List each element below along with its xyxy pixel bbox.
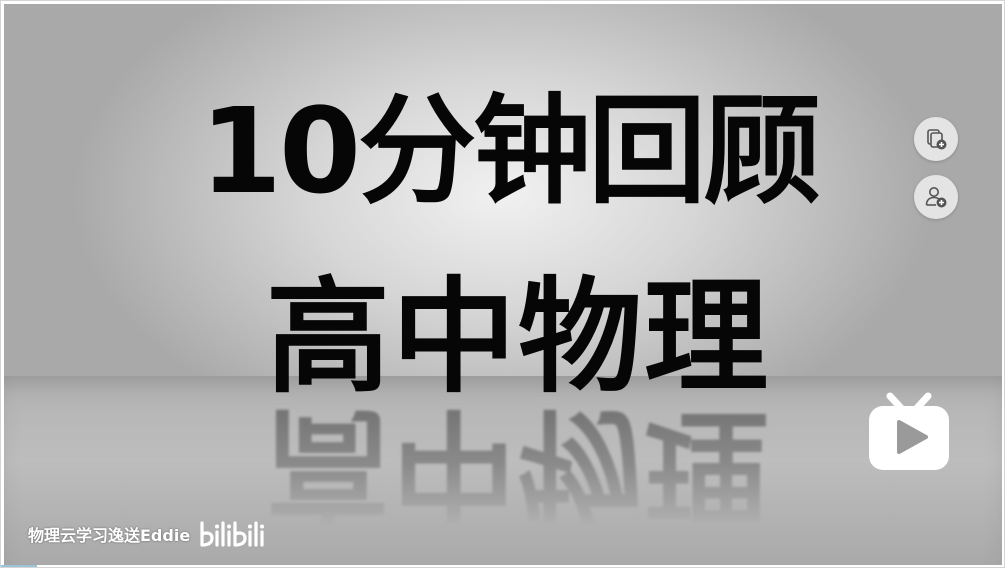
video-title-line-1: 10分钟回顾 <box>199 82 821 220</box>
uploader-name: 物理云学习逸送Eddie <box>28 526 191 545</box>
video-title-line-2: 高中物理 <box>265 266 770 410</box>
collect-button[interactable] <box>914 117 958 161</box>
collect-add-icon <box>927 129 947 150</box>
uploader-watermark: 物理云学习逸送Eddie <box>28 519 274 549</box>
progress-strip <box>1 565 37 567</box>
bilibili-tv-play-icon[interactable] <box>866 392 952 472</box>
video-floor-gradient <box>4 376 1002 565</box>
video-title-reflection: 高中物理 <box>265 392 770 536</box>
follow-add-icon <box>925 187 947 208</box>
bilibili-logo <box>200 521 265 547</box>
follow-button[interactable] <box>914 175 958 219</box>
video-area[interactable]: 10分钟回顾 高中物理 高中物理 <box>4 4 1002 565</box>
